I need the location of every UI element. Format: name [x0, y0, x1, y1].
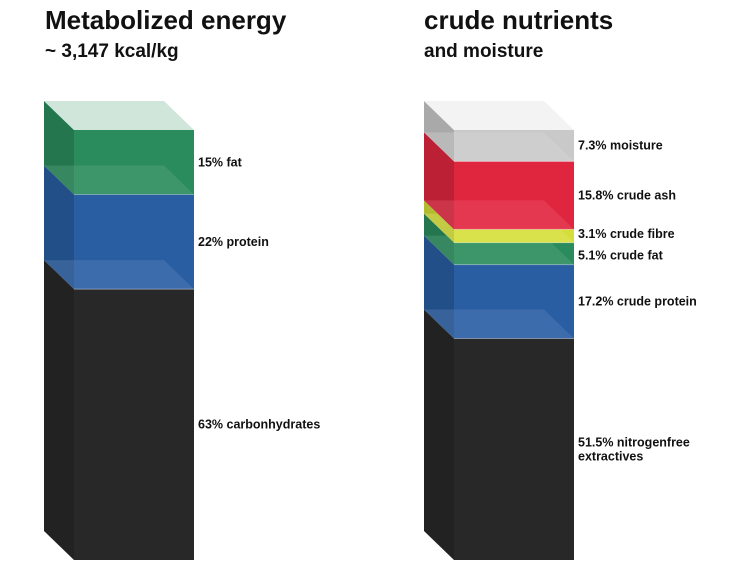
- segment-crude-fat: [424, 213, 574, 266]
- segment-front-crude-protein: [454, 264, 574, 339]
- segment-side-crude-fibre: [424, 200, 454, 243]
- segment-front-protein: [74, 194, 194, 290]
- segment-slice-fat: [44, 165, 194, 195]
- label-carbonhydrates: 63% carbonhydrates: [198, 418, 320, 432]
- segment-side-fat: [44, 101, 74, 195]
- segment-slice-crude-fat: [424, 235, 574, 265]
- segment-side-crude-protein: [424, 235, 454, 339]
- segment-side-moisture: [424, 101, 454, 162]
- segment-side-carbonhydrates: [44, 260, 74, 560]
- segment-crude-protein: [424, 235, 574, 340]
- segment-nitrogenfree-extractives: [424, 309, 574, 560]
- segment-top-moisture: [424, 101, 574, 130]
- segment-fat: [44, 101, 194, 195]
- chart-2-title: crude nutrients: [424, 5, 614, 35]
- segment-slice-protein: [44, 260, 194, 290]
- segment-front-carbonhydrates: [74, 289, 194, 560]
- segment-side-nitrogenfree-extractives: [424, 309, 454, 560]
- segment-moisture: [424, 101, 574, 162]
- segment-front-moisture: [454, 130, 574, 162]
- segment-top-fat: [44, 101, 194, 130]
- label-crude-protein: 17.2% crude protein: [578, 295, 697, 309]
- segment-side-protein: [44, 165, 74, 290]
- chart-1-subtitle: ~ 3,147 kcal/kg: [45, 41, 179, 62]
- segment-carbonhydrates: [44, 260, 194, 560]
- label-moisture: 7.3% moisture: [578, 139, 663, 153]
- segment-front-crude-fat: [454, 242, 574, 265]
- segment-crude-ash: [424, 132, 574, 230]
- segment-slice-crude-protein: [424, 309, 574, 339]
- label-crude-fibre: 3.1% crude fibre: [578, 227, 675, 241]
- segment-front-crude-fibre: [454, 229, 574, 243]
- chart-2-subtitle: and moisture: [424, 41, 544, 62]
- segment-front-crude-ash: [454, 161, 574, 230]
- segment-slice-crude-ash: [424, 200, 574, 230]
- label-fat: 15% fat: [198, 155, 243, 169]
- segment-side-crude-fat: [424, 213, 454, 265]
- label-crude-fat: 5.1% crude fat: [578, 249, 664, 263]
- column-2: [424, 101, 574, 560]
- segment-slice-moisture: [424, 132, 574, 162]
- segment-protein: [44, 165, 194, 290]
- label-nitrogenfree-extractives: 51.5% nitrogenfree extractives: [578, 435, 690, 463]
- label-protein: 22% protein: [198, 235, 269, 249]
- column-1: [44, 101, 194, 560]
- label-crude-ash: 15.8% crude ash: [578, 188, 676, 202]
- segment-front-fat: [74, 130, 194, 195]
- segment-front-nitrogenfree-extractives: [454, 338, 574, 560]
- chart-1-title: Metabolized energy: [45, 5, 287, 35]
- segment-side-crude-ash: [424, 132, 454, 230]
